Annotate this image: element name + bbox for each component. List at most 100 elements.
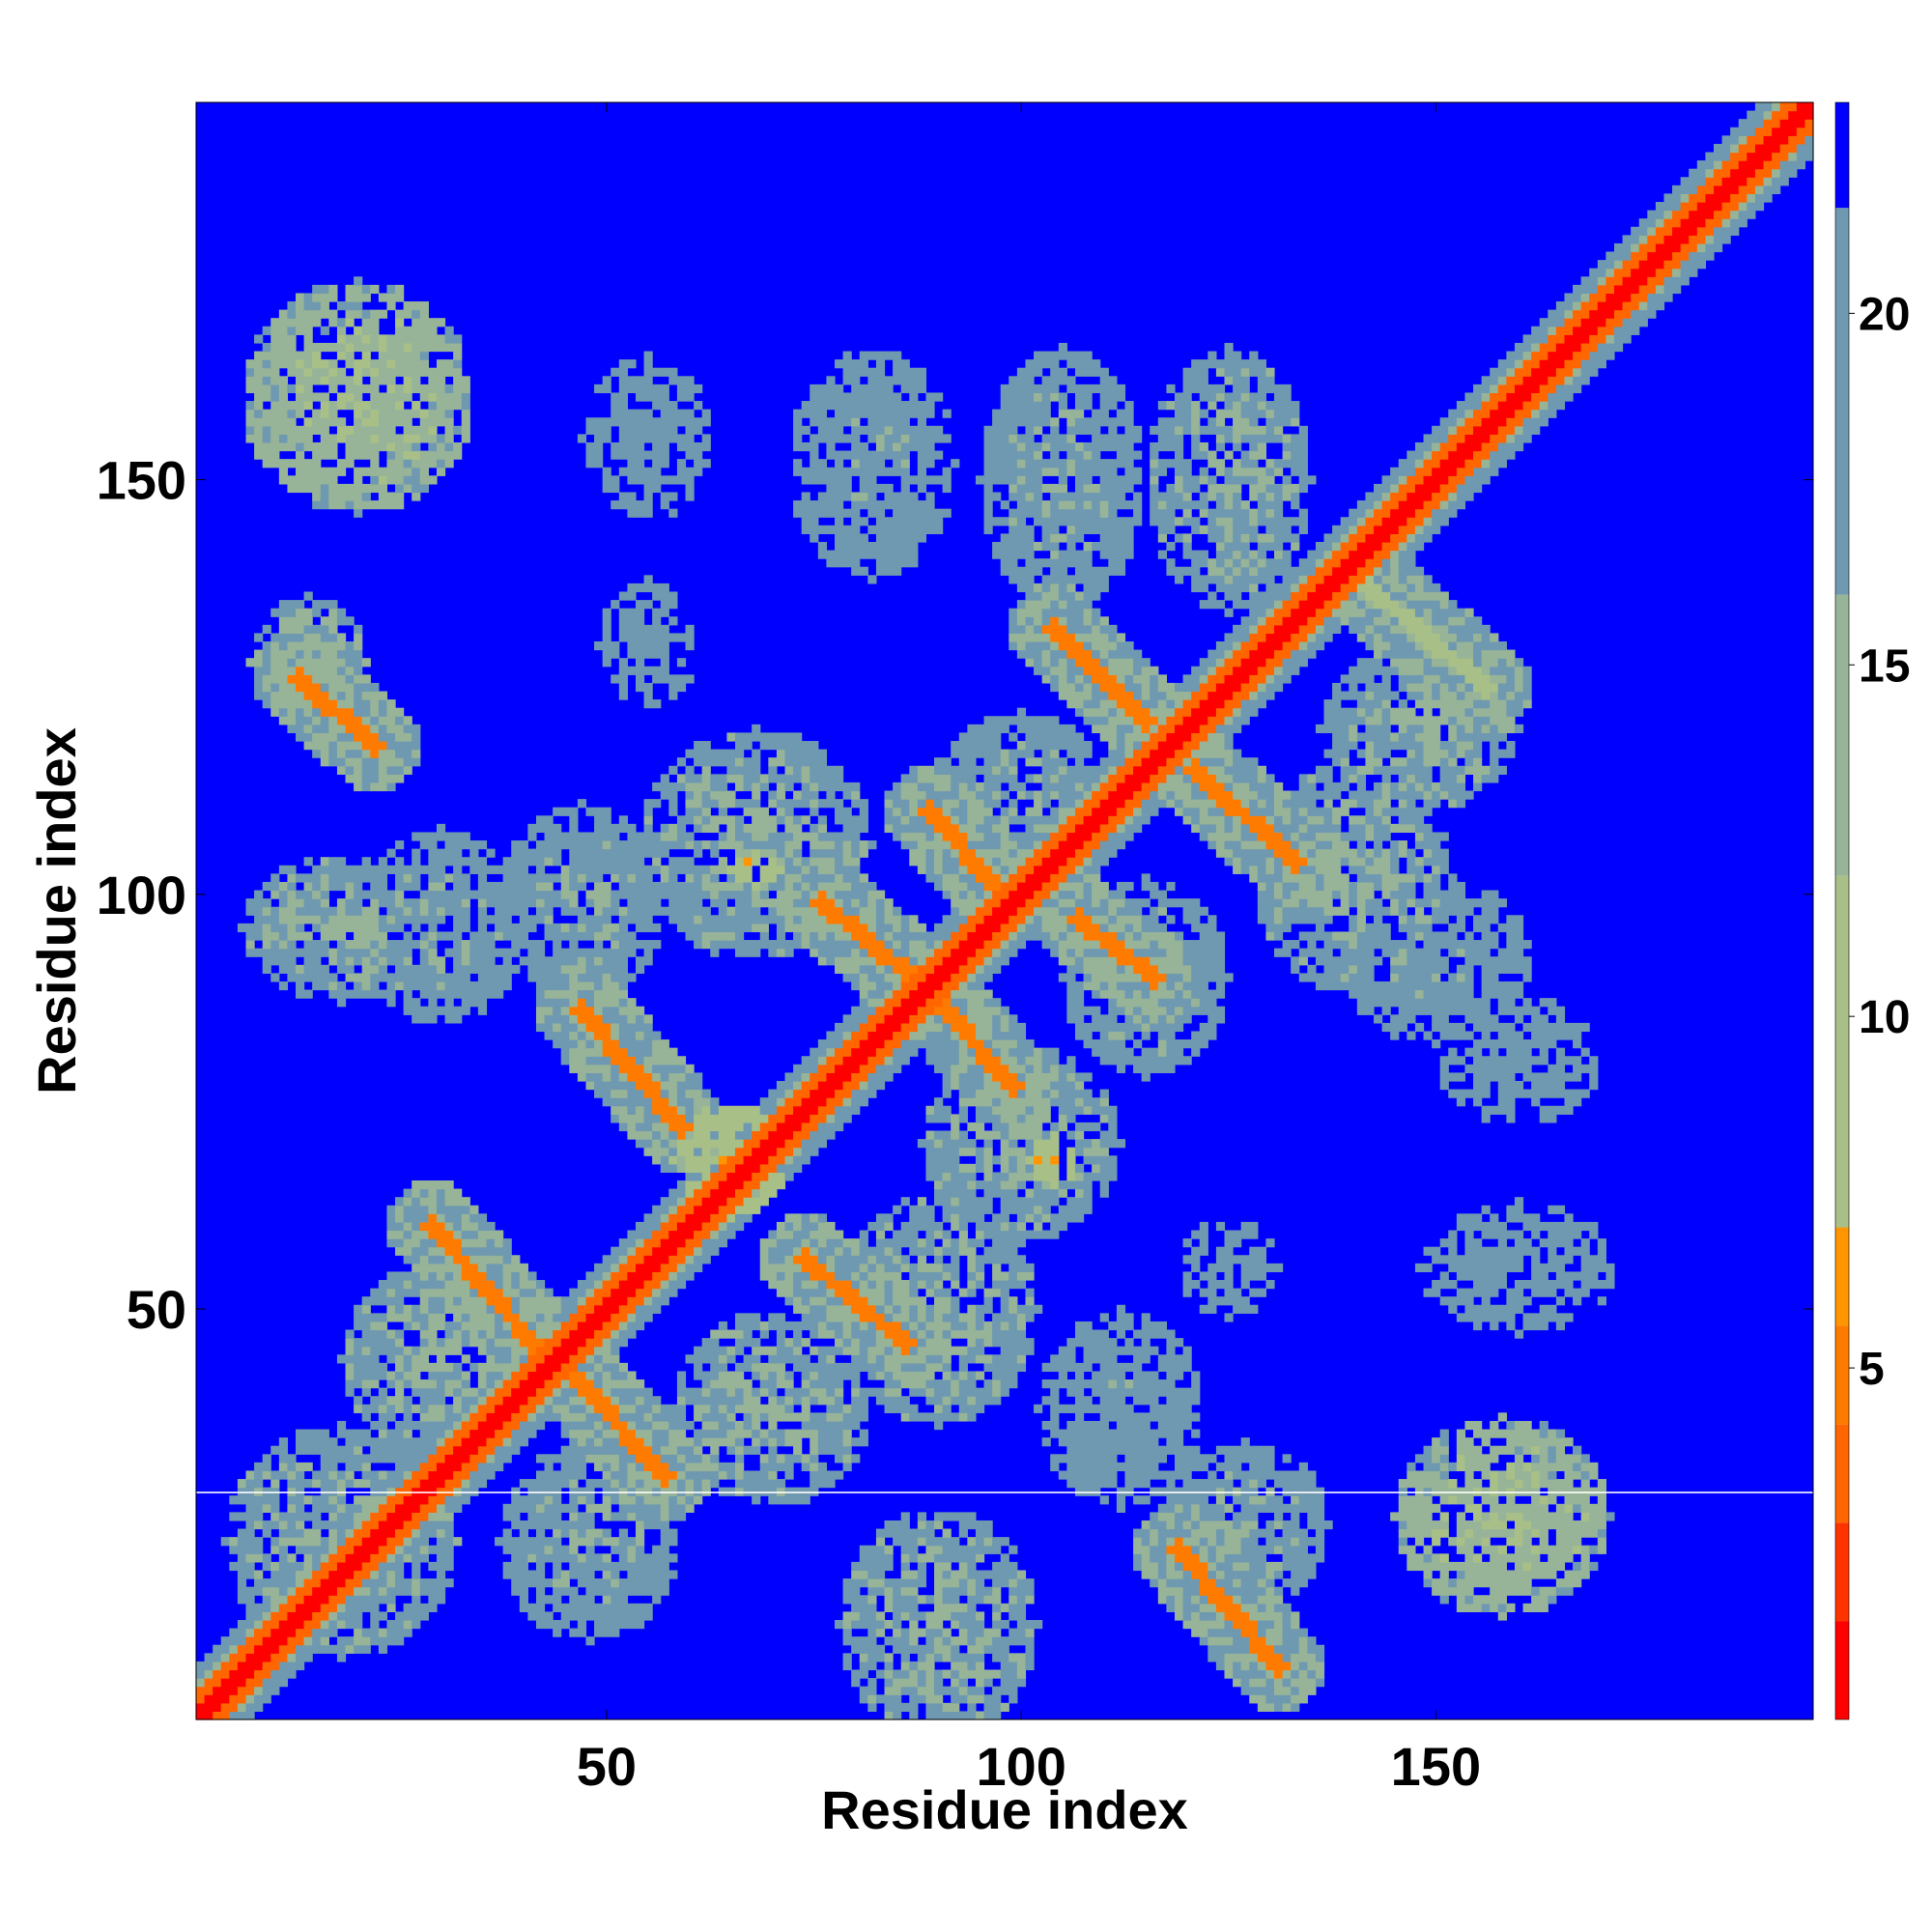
- heatmap-cell: [320, 284, 329, 295]
- heatmap-cell: [395, 973, 405, 982]
- heatmap-cell: [262, 964, 271, 974]
- heatmap-cell: [254, 409, 264, 418]
- heatmap-cell: [710, 757, 720, 767]
- heatmap-cell: [643, 409, 653, 418]
- heatmap-cell: [345, 699, 355, 709]
- heatmap-cell: [627, 948, 637, 957]
- heatmap-cell: [303, 873, 313, 883]
- heatmap-cell: [336, 301, 347, 311]
- heatmap-cell: [660, 1080, 669, 1091]
- heatmap-cell: [627, 1006, 637, 1015]
- heatmap-cell: [611, 1362, 620, 1373]
- heatmap-cell: [262, 1628, 271, 1637]
- heatmap-cell: [511, 1313, 521, 1322]
- heatmap-cell: [361, 1479, 371, 1489]
- heatmap-cell: [336, 674, 347, 684]
- heatmap-cell: [569, 1462, 579, 1472]
- heatmap-cell: [743, 741, 753, 751]
- heatmap-cell: [793, 1255, 803, 1264]
- heatmap-cell: [635, 1056, 645, 1065]
- heatmap-cell: [312, 964, 322, 974]
- heatmap-cell: [254, 898, 264, 908]
- heatmap-cell: [436, 823, 446, 834]
- heatmap-cell: [793, 1155, 803, 1165]
- heatmap-cell: [278, 1644, 289, 1654]
- heatmap-cell: [810, 1387, 819, 1397]
- heatmap-cell: [436, 1586, 446, 1596]
- heatmap-cell: [461, 1354, 470, 1364]
- heatmap-cell: [312, 450, 322, 460]
- heatmap-cell: [502, 898, 512, 908]
- heatmap-cell: [527, 873, 537, 883]
- heatmap-cell: [519, 940, 528, 950]
- heatmap-cell: [278, 1636, 289, 1646]
- heatmap-cell: [768, 865, 778, 874]
- heatmap-cell: [370, 367, 380, 377]
- heatmap-cell: [403, 1246, 412, 1256]
- heatmap-cell: [495, 898, 504, 908]
- heatmap-cell: [345, 666, 355, 675]
- heatmap-cell: [395, 1313, 405, 1322]
- heatmap-cell: [245, 1545, 255, 1554]
- heatmap-cell: [685, 1064, 695, 1073]
- heatmap-cell: [361, 724, 371, 734]
- heatmap-cell: [560, 1545, 570, 1554]
- heatmap-cell: [519, 840, 528, 850]
- heatmap-cell: [312, 915, 322, 924]
- heatmap-cell: [395, 948, 405, 957]
- heatmap-cell: [461, 873, 470, 883]
- heatmap-cell: [312, 1470, 322, 1480]
- heatmap-cell: [270, 881, 280, 892]
- heatmap-cell: [594, 1619, 604, 1630]
- heatmap-cell: [618, 384, 628, 394]
- heatmap-cell: [320, 409, 329, 418]
- heatmap-cell: [378, 351, 388, 360]
- heatmap-cell: [245, 367, 255, 377]
- heatmap-cell: [486, 931, 496, 941]
- heatmap-cell: [710, 840, 720, 850]
- heatmap-cell: [535, 1611, 546, 1621]
- heatmap-cell: [419, 1404, 429, 1413]
- heatmap-cell: [354, 873, 363, 883]
- heatmap-cell: [560, 1462, 570, 1472]
- heatmap-cell: [735, 1329, 745, 1339]
- heatmap-cell: [354, 1304, 363, 1314]
- heatmap-cell: [535, 1537, 546, 1547]
- heatmap-cell: [726, 1221, 736, 1232]
- heatmap-cell: [759, 807, 769, 816]
- heatmap-cell: [553, 1329, 562, 1339]
- heatmap-cell: [694, 774, 703, 783]
- heatmap-cell: [801, 1255, 810, 1264]
- heatmap-cell: [519, 1354, 528, 1364]
- heatmap-cell: [694, 1246, 703, 1256]
- heatmap-cell: [618, 1097, 628, 1107]
- heatmap-cell: [378, 1437, 388, 1447]
- heatmap-cell: [354, 425, 363, 435]
- heatmap-cell: [419, 1288, 429, 1297]
- heatmap-cell: [296, 674, 305, 684]
- heatmap-cell: [361, 1553, 371, 1563]
- heatmap-cell: [635, 923, 645, 933]
- heatmap-cell: [378, 973, 388, 982]
- heatmap-cell: [320, 1570, 329, 1579]
- heatmap-cell: [585, 998, 595, 1008]
- heatmap-cell: [336, 334, 347, 344]
- heatmap-cell: [676, 915, 687, 924]
- heatmap-cell: [354, 1644, 363, 1654]
- heatmap-cell: [768, 857, 778, 867]
- heatmap-cell: [444, 417, 454, 427]
- heatmap-cell: [694, 815, 703, 825]
- heatmap-cell: [336, 1644, 347, 1654]
- heatmap-cell: [495, 1230, 504, 1239]
- heatmap-cell: [527, 948, 537, 957]
- heatmap-cell: [743, 898, 753, 908]
- heatmap-cell: [386, 500, 396, 510]
- heatmap-cell: [676, 674, 687, 684]
- heatmap-cell: [403, 425, 412, 435]
- heatmap-cell: [701, 409, 711, 418]
- heatmap-cell: [569, 1479, 579, 1489]
- heatmap-cell: [461, 1321, 470, 1331]
- heatmap-cell: [469, 1429, 479, 1438]
- heatmap-cell: [354, 467, 363, 476]
- heatmap-cell: [270, 351, 280, 360]
